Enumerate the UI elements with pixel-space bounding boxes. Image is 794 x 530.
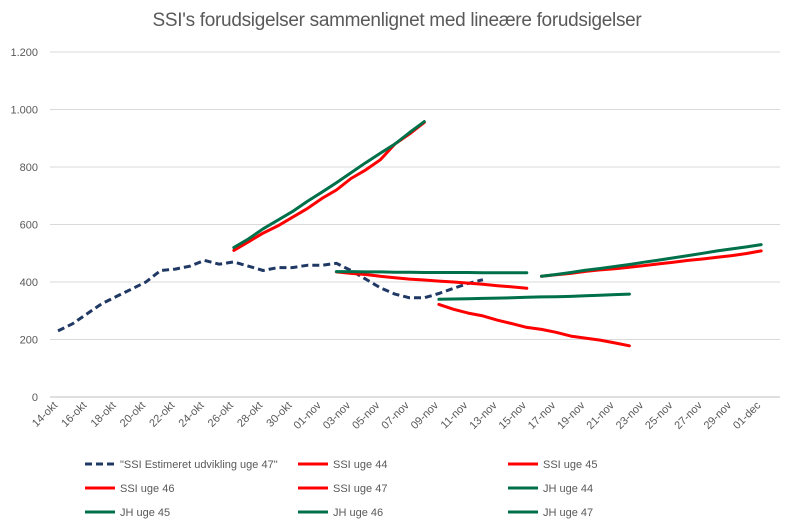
x-tick-label: 13-nov (467, 399, 500, 432)
x-tick-label: 20-okt (118, 400, 148, 430)
legend-item: JH uge 44 (508, 483, 593, 495)
x-tick-label: 01-nov (292, 399, 325, 432)
x-tick-label: 19-nov (555, 399, 588, 432)
series-line-3 (334, 270, 529, 290)
chart-title: SSI's forudsigelser sammenlignet med lin… (152, 10, 642, 31)
legend-label: "SSI Estimeret udvikling uge 47" (120, 459, 278, 471)
series-lines (57, 120, 763, 348)
legend-label: SSI uge 45 (543, 459, 597, 471)
x-tick-label: 22-okt (147, 400, 177, 430)
series-line-1 (57, 258, 484, 333)
legend-label: SSI uge 44 (333, 459, 387, 471)
legend-item: JH uge 45 (85, 507, 170, 519)
y-tick-label: 600 (20, 220, 38, 232)
x-tick-label: 14-okt (30, 400, 60, 430)
series-line-7 (334, 270, 529, 275)
x-tick-label: 09-nov (409, 399, 442, 432)
y-tick-label: 800 (20, 162, 38, 174)
series-line-6 (232, 120, 426, 249)
legend-label: SSI uge 47 (333, 483, 387, 495)
y-axis-ticks: 0 200 400 600 800 1.000 1.200 (10, 47, 38, 404)
x-tick-label: 28-okt (235, 400, 265, 430)
legend-label: JH uge 46 (333, 507, 383, 519)
x-axis-ticks: 14-okt 16-okt 18-okt 20-okt 22-okt 24-okt 26-o… (30, 399, 764, 432)
legend-item: SSI uge 44 (298, 459, 387, 471)
y-tick-label: 1.200 (10, 47, 38, 59)
x-tick-label: 26-okt (206, 400, 236, 430)
legend-item: JH uge 46 (298, 507, 383, 519)
x-tick-label: 03-nov (321, 399, 354, 432)
x-tick-label: 18-okt (89, 400, 119, 430)
legend-label: JH uge 45 (120, 507, 170, 519)
legend-item: JH uge 47 (508, 507, 593, 519)
x-tick-label: 23-nov (614, 399, 647, 432)
x-tick-label: 05-nov (350, 399, 383, 432)
x-tick-label: 30-okt (264, 400, 294, 430)
y-tick-label: 0 (32, 392, 38, 404)
x-tick-label: 24-okt (177, 400, 207, 430)
series-line-8 (437, 292, 631, 301)
y-tick-label: 1.000 (10, 105, 38, 117)
x-tick-label: 07-nov (379, 399, 412, 432)
x-tick-label: 01-dec (731, 399, 764, 432)
legend-item: SSI uge 45 (508, 459, 597, 471)
y-tick-label: 400 (20, 277, 38, 289)
series-line-9 (540, 243, 763, 278)
legend: "SSI Estimeret udvikling uge 47" SSI uge … (85, 459, 597, 519)
legend-label: SSI uge 46 (120, 483, 174, 495)
x-tick-label: 15-nov (497, 399, 530, 432)
y-tick-label: 200 (20, 335, 38, 347)
legend-label: JH uge 47 (543, 507, 593, 519)
x-tick-label: 21-nov (585, 399, 618, 432)
legend-item: "SSI Estimeret udvikling uge 47" (85, 459, 278, 471)
legend-item: SSI uge 47 (298, 483, 387, 495)
legend-label: JH uge 44 (543, 483, 593, 495)
x-tick-label: 17-nov (526, 399, 559, 432)
x-tick-label: 16-okt (59, 400, 89, 430)
x-tick-label: 11-nov (439, 399, 471, 431)
x-tick-label: 29-nov (702, 399, 735, 432)
x-tick-label: 27-nov (672, 399, 705, 432)
gridlines (50, 51, 780, 398)
series-line-4 (437, 302, 631, 348)
x-tick-label: 25-nov (643, 399, 676, 432)
legend-item: SSI uge 46 (85, 483, 174, 495)
